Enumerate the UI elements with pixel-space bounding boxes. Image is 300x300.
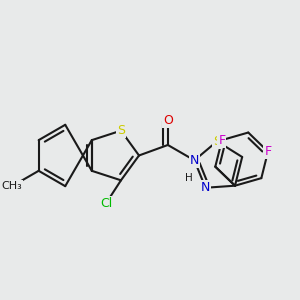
Text: F: F	[264, 145, 272, 158]
Text: O: O	[163, 114, 173, 128]
Text: S: S	[117, 124, 125, 137]
Text: N: N	[190, 154, 199, 167]
Text: N: N	[201, 181, 210, 194]
Text: H: H	[185, 173, 193, 183]
Text: F: F	[218, 134, 226, 147]
Text: Cl: Cl	[100, 197, 112, 210]
Text: CH₃: CH₃	[2, 181, 22, 191]
Text: S: S	[213, 135, 221, 148]
